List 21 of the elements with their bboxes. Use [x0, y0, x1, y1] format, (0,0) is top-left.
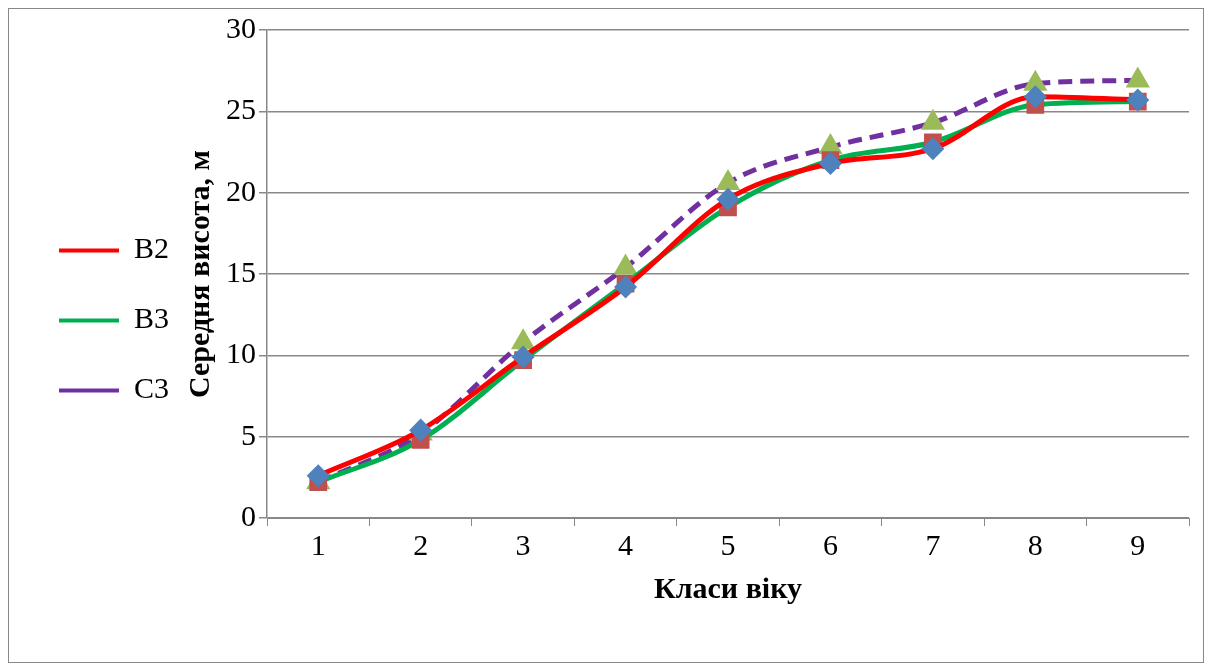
legend-label: B3	[134, 301, 170, 335]
y-tick-label: 10	[226, 336, 257, 370]
x-tick-label: 4	[618, 527, 634, 561]
y-tick-label: 15	[226, 254, 257, 288]
x-axis-title: Класи віку	[653, 570, 803, 604]
y-tick-label: 30	[226, 10, 257, 44]
legend-label: B2	[134, 231, 170, 265]
y-tick-label: 20	[226, 173, 257, 207]
y-tick-label: 25	[226, 92, 257, 126]
x-tick-label: 5	[720, 527, 736, 561]
x-tick-label: 6	[822, 527, 838, 561]
legend-label: C3	[134, 371, 170, 405]
x-tick-label: 1	[310, 527, 326, 561]
x-tick-label: 2	[413, 527, 429, 561]
y-tick-label: 5	[241, 417, 257, 451]
x-tick-label: 3	[515, 527, 531, 561]
y-axis-title: Середня висота, м	[181, 149, 215, 399]
x-tick-label: 8	[1027, 527, 1043, 561]
y-tick-label: 0	[241, 498, 257, 532]
x-tick-label: 9	[1130, 527, 1146, 561]
x-tick-label: 7	[925, 527, 941, 561]
